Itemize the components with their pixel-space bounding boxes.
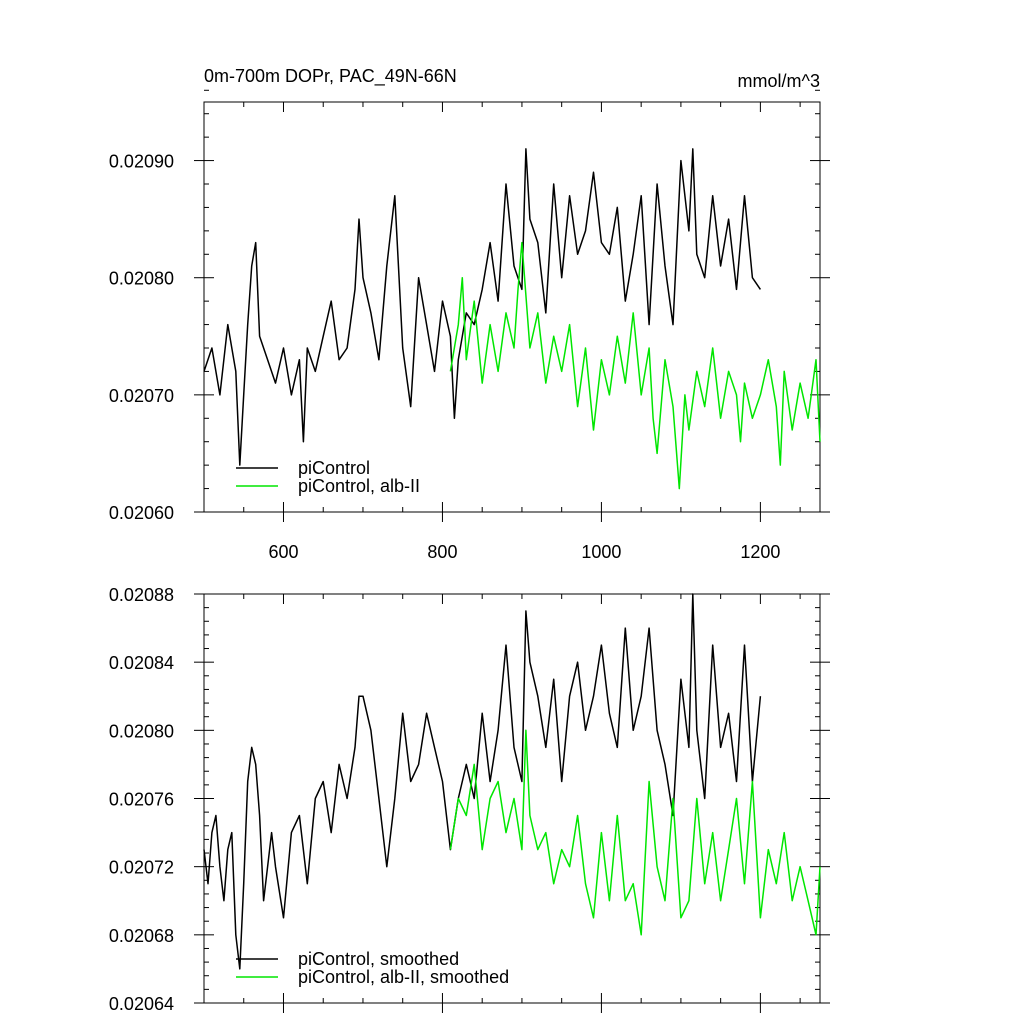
bottom-y-tick-label: 0.02080 [109, 721, 174, 741]
top-x-tick-label: 1000 [581, 542, 621, 562]
top-x-tick-label: 800 [427, 542, 457, 562]
top-x-tick-label: 1200 [740, 542, 780, 562]
top-y-tick-label: 0.02080 [109, 269, 174, 289]
bottom-y-tick-label: 0.02064 [109, 994, 174, 1014]
bottom-series-line-2 [449, 729, 821, 936]
bottom-y-tick-label: 0.02068 [109, 926, 174, 946]
top-y-tick-label: 0.02060 [109, 503, 174, 523]
figure-title: 0m-700m DOPr, PAC_49N-66N [204, 66, 457, 87]
top-x-tick-label: 600 [268, 542, 298, 562]
top-y-tick-label: 0.02070 [109, 386, 174, 406]
bottom-y-tick-label: 0.02088 [109, 585, 174, 605]
bottom-legend-label-2: piControl, alb-II, smoothed [298, 967, 509, 987]
bottom-y-tick-label: 0.02084 [109, 653, 174, 673]
top-y-tick-label: 0.02090 [109, 152, 174, 172]
top-plot-frame [203, 101, 821, 513]
bottom-y-tick-label: 0.02072 [109, 858, 174, 878]
top-legend-label-2: piControl, alb-II [298, 476, 420, 496]
bottom-y-tick-label: 0.02076 [109, 790, 174, 810]
figure-units: mmol/m^3 [738, 71, 820, 91]
top-series-line-1 [203, 148, 762, 466]
bottom-legend-label-1: piControl, smoothed [298, 949, 459, 969]
panel-bottom: 0.02064 0.02068 0.02072 0.02076 0.02080 0.020… [109, 585, 830, 1014]
top-series-line-2 [449, 241, 821, 490]
top-legend-label-1: piControl [298, 458, 370, 478]
panel-top: 600 800 1000 1200 0.02060 0.02070 0.02080 0.020… [109, 89, 830, 562]
